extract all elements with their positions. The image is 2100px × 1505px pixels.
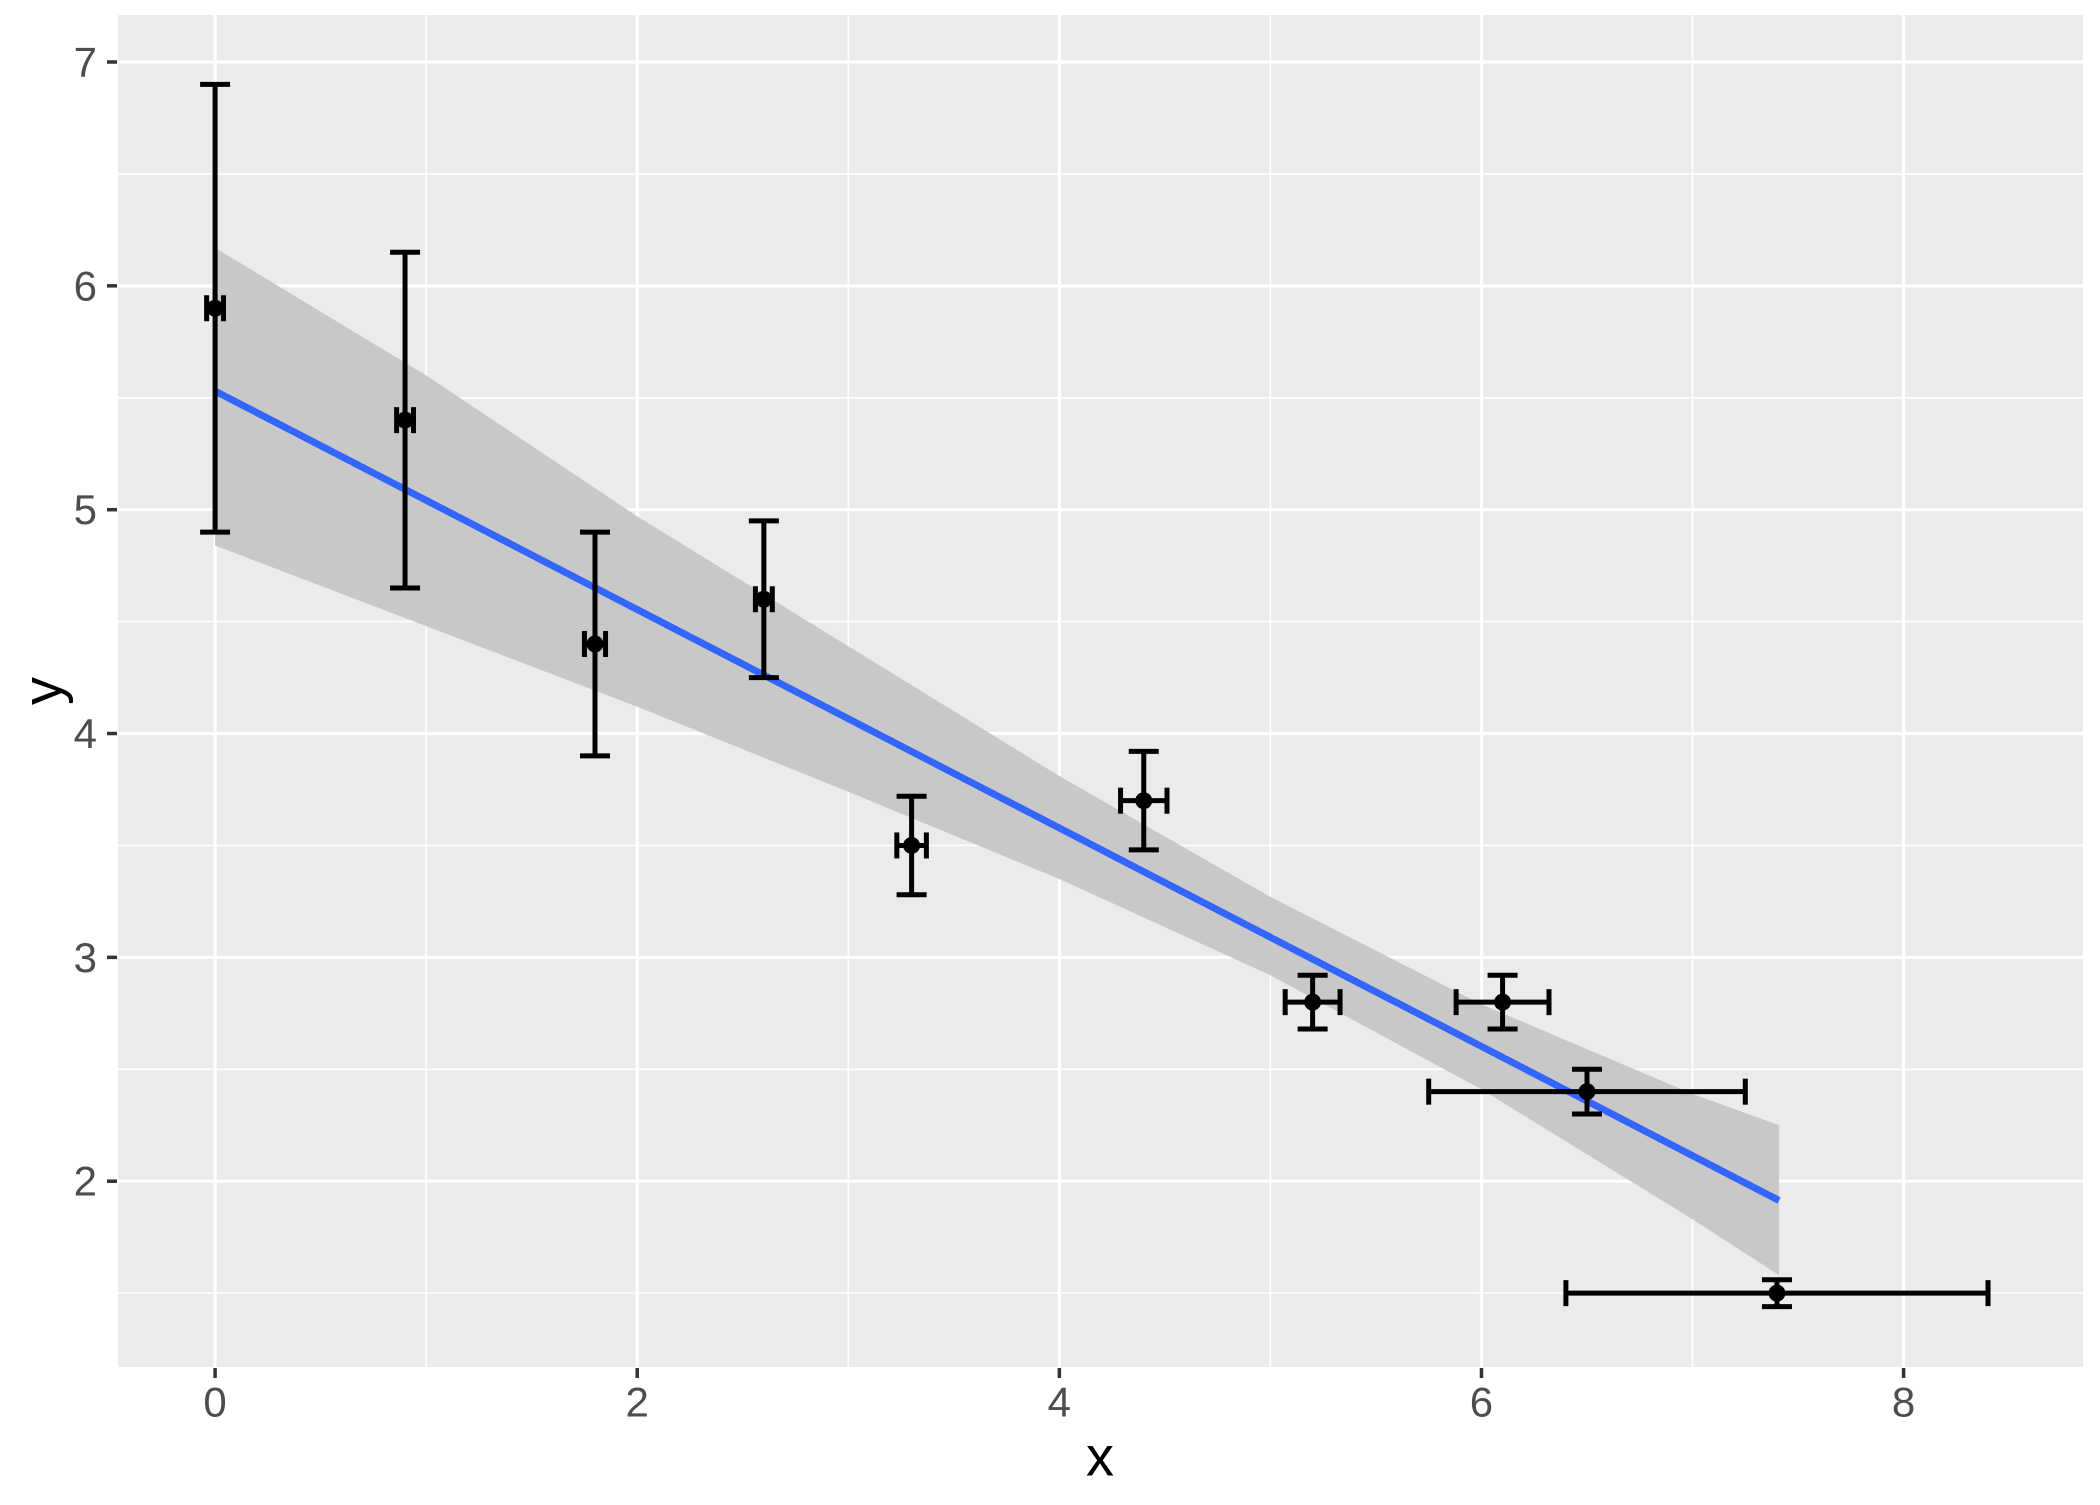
x-tick-label: 8: [1892, 1379, 1915, 1426]
y-tick-label: 2: [74, 1158, 97, 1205]
data-point: [586, 635, 604, 653]
y-tick-label: 3: [74, 934, 97, 981]
x-tick-label: 6: [1470, 1379, 1493, 1426]
data-point: [903, 836, 921, 854]
confidence-band: [215, 247, 1780, 1276]
y-tick-label: 4: [74, 710, 97, 757]
y-axis-title: y: [11, 677, 74, 705]
data-point: [206, 299, 224, 317]
plot-panel-background: [118, 15, 2083, 1367]
x-tick-label: 0: [203, 1379, 226, 1426]
data-point: [1578, 1083, 1596, 1101]
x-tick-label: 4: [1048, 1379, 1071, 1426]
data-point: [1494, 993, 1512, 1011]
y-tick-label: 5: [74, 486, 97, 533]
data-point: [755, 590, 773, 608]
y-tick-label: 7: [74, 39, 97, 86]
y-tick-label: 6: [74, 262, 97, 309]
data-point: [396, 411, 414, 429]
data-point: [1135, 792, 1153, 810]
data-point: [1768, 1284, 1786, 1302]
x-axis-title: x: [1086, 1425, 1114, 1488]
plot-area: 0 2 4 6 8 2 3 4 5 6 7: [74, 15, 2083, 1426]
data-point: [1304, 993, 1322, 1011]
trend-line: [213, 387, 1781, 1204]
x-tick-label: 2: [626, 1379, 649, 1426]
